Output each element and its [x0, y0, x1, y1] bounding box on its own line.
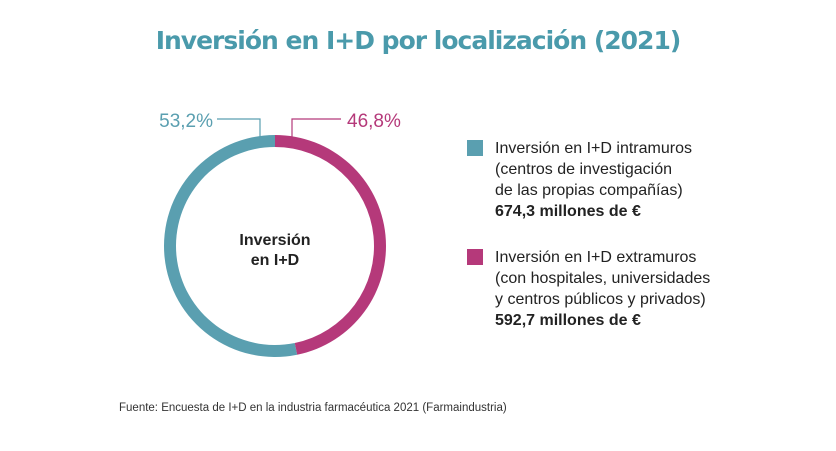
legend-text-intramuros: Inversión en I+D intramuros (centros de … [495, 138, 765, 222]
legend-label-line: y centros públicos y privados) [495, 291, 706, 308]
legend-amount-extramuros: 592,7 millones de € [495, 312, 641, 329]
source-note: Fuente: Encuesta de I+D en la industria … [119, 402, 507, 414]
legend-label-line: (con hospitales, universidades [495, 270, 711, 287]
legend-amount-intramuros: 674,3 millones de € [495, 203, 641, 220]
legend-text-extramuros: Inversión en I+D extramuros (con hospita… [495, 247, 765, 331]
leader-line-extramuros [291, 118, 341, 140]
center-label-line-1: Inversión [239, 232, 310, 249]
leader-line-intramuros [217, 118, 261, 140]
legend-label-line: de las propias compañías) [495, 182, 683, 199]
percent-label-extramuros: 46,8% [347, 111, 401, 132]
donut-slice-extramuros [275, 135, 387, 355]
legend-label-line: (centros de investigación [495, 161, 672, 178]
donut-slices [164, 135, 387, 357]
legend-swatch-intramuros [467, 140, 483, 156]
chart-title: Inversión en I+D por localización (2021) [155, 26, 682, 55]
legend-label-line: Inversión en I+D intramuros [495, 140, 692, 157]
percent-label-intramuros: 53,2% [159, 111, 213, 132]
center-label-line-2: en I+D [251, 252, 299, 269]
legend-swatch-extramuros [467, 249, 483, 265]
legend-label-line: Inversión en I+D extramuros [495, 249, 697, 266]
